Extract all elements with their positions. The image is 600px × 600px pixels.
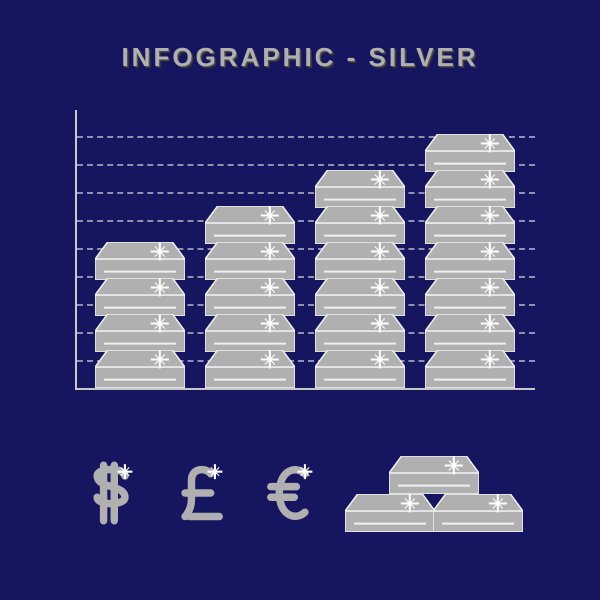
silver-bars-pile — [345, 450, 535, 540]
bar-column — [200, 208, 300, 388]
silver-bar — [205, 242, 295, 280]
silver-bar — [205, 350, 295, 388]
silver-bar — [425, 278, 515, 316]
silver-bar — [425, 350, 515, 388]
silver-bar — [315, 278, 405, 316]
silver-bar — [95, 278, 185, 316]
silver-bar — [389, 456, 479, 494]
bar-chart — [75, 110, 535, 390]
silver-bar — [425, 170, 515, 208]
page-title: INFOGRAPHIC - SILVER — [0, 0, 600, 73]
euro-icon — [255, 461, 325, 530]
silver-bar — [205, 206, 295, 244]
silver-bar — [95, 350, 185, 388]
pound-icon — [165, 461, 235, 530]
silver-bar — [95, 242, 185, 280]
silver-bar — [205, 314, 295, 352]
y-axis — [75, 110, 77, 390]
silver-bar — [95, 314, 185, 352]
silver-bar — [433, 494, 523, 532]
bar-column — [420, 136, 520, 388]
dollar-icon — [75, 461, 145, 530]
silver-bar — [315, 314, 405, 352]
silver-bar — [205, 278, 295, 316]
bar-column — [310, 172, 410, 388]
silver-bar — [425, 242, 515, 280]
bar-column — [90, 244, 190, 388]
silver-bar — [315, 170, 405, 208]
silver-bar — [315, 350, 405, 388]
silver-bar — [425, 134, 515, 172]
silver-bar — [425, 314, 515, 352]
currency-row — [75, 440, 535, 550]
silver-bar — [315, 242, 405, 280]
x-axis — [75, 388, 535, 390]
silver-bar — [315, 206, 405, 244]
silver-bar — [345, 494, 435, 532]
silver-bar — [425, 206, 515, 244]
